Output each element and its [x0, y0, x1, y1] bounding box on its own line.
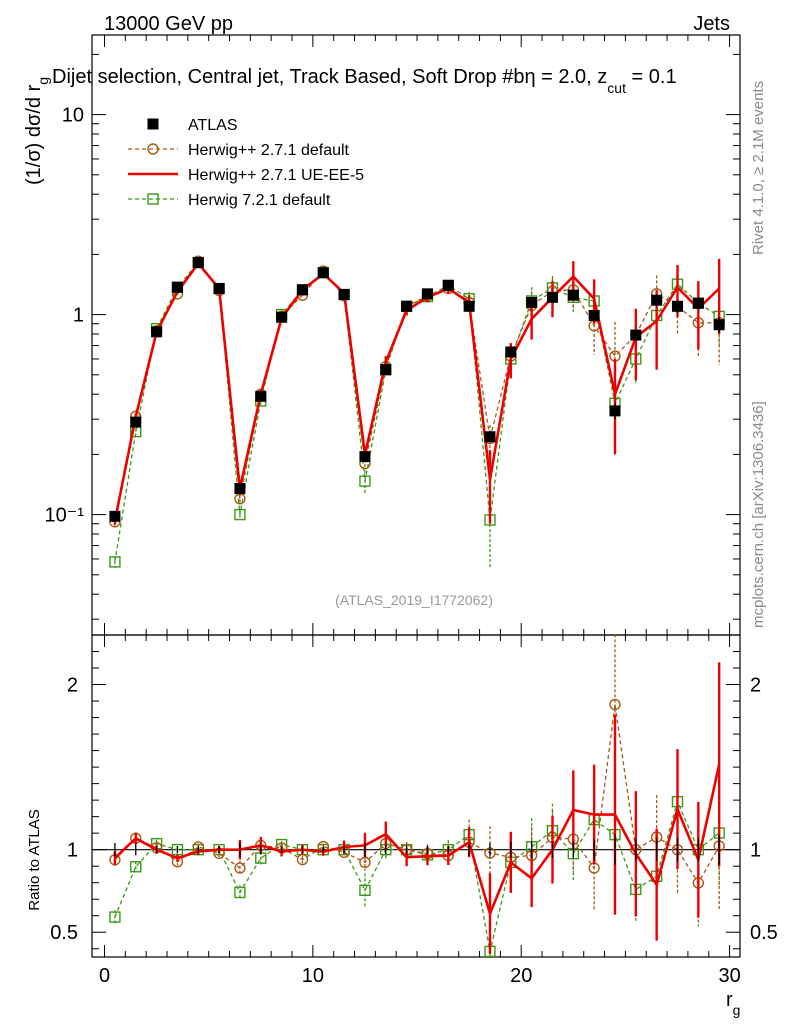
atlas-point	[109, 510, 121, 522]
energy-label: 13000 GeV pp	[104, 13, 233, 35]
herwig-7-2-1-default-ratio-point	[234, 886, 246, 899]
legend-marker-herwig-2-7-1-default	[147, 143, 159, 155]
herwig-2-7-1-ue-ee-5-ratio-line	[114, 764, 721, 918]
atlas-point	[359, 451, 371, 463]
atlas-point	[276, 311, 288, 323]
ratio-axis-label: Ratio to ATLAS	[26, 809, 43, 910]
x-tick-label: 0	[99, 965, 110, 987]
y-tick-label: 10	[62, 105, 84, 127]
atlas-point	[484, 431, 496, 443]
x-tick-label: 20	[510, 965, 532, 987]
herwig-7-2-1-default-ratio-point	[359, 884, 371, 897]
atlas-point	[505, 346, 517, 358]
atlas-point	[151, 326, 163, 338]
process-label: Jets	[693, 13, 730, 35]
atlas-point	[213, 283, 225, 295]
atlas-point	[317, 267, 329, 279]
ratio-tick-label-right: 1	[750, 840, 761, 862]
herwig-2-7-1-default-ratio-line	[114, 704, 720, 885]
mcplots-label: mcplots.cern.ch [arXiv:1306.3436]	[750, 401, 767, 628]
y-tick-label: 10⁻¹	[45, 505, 85, 527]
atlas-point	[192, 257, 204, 269]
legend-label-herwig-2-7-1-default: Herwig++ 2.7.1 default	[188, 142, 350, 159]
rivet-label: Rivet 4.1.0, ≥ 2.1M events	[750, 81, 767, 255]
herwig-2-7-1-default-ratio-point	[609, 698, 621, 711]
legend-label-atlas: ATLAS	[188, 117, 238, 134]
ratio-tick-label-right: 0.5	[750, 922, 778, 944]
ratio-tick-label: 1	[67, 840, 78, 862]
atlas-point	[651, 294, 663, 306]
atlas-point	[588, 309, 600, 321]
atlas-point	[671, 300, 683, 312]
x-axis-label: rg	[726, 989, 740, 1018]
herwig-7-2-1-default-point	[109, 556, 121, 568]
ratio-tick-label: 0.5	[50, 922, 78, 944]
herwig-7-2-1-default-ratio-point	[109, 911, 121, 923]
atlas-point	[442, 279, 454, 291]
y-tick-label: 1	[73, 305, 84, 327]
herwig-2-7-1-default-line	[114, 260, 720, 522]
ratio-frame	[91, 634, 741, 958]
selection-zval: = 0.1	[626, 66, 677, 88]
herwig-7-2-1-default-line	[114, 261, 720, 563]
ratio-tick-label-right: 2	[750, 675, 761, 697]
main-panel: 10⁻¹ 1 10	[45, 34, 741, 957]
atlas-point	[713, 319, 725, 331]
legend-label-herwig-2-7-1-ue-ee-5: Herwig++ 2.7.1 UE-EE-5	[188, 167, 364, 184]
analysis-label: (ATLAS_2019_I1772062)	[335, 592, 493, 608]
ratio-tick-label: 2	[67, 675, 78, 697]
atlas-point	[630, 329, 642, 341]
herwig-2-7-1-default-ratio-point	[234, 862, 246, 874]
atlas-point	[692, 297, 704, 309]
atlas-point	[338, 289, 350, 301]
legend: ATLAS Herwig++ 2.7.1 default Herwig++ 2.7.…	[128, 117, 364, 209]
herwig-7-2-1-default-ratio-point	[130, 861, 142, 873]
x-tick-label: 30	[718, 965, 740, 987]
herwig-7-2-1-default-point	[359, 475, 371, 487]
atlas-point	[130, 416, 142, 428]
x-tick-label: 10	[302, 965, 324, 987]
selection-zsub: cut	[607, 80, 626, 96]
herwig-7-2-1-default-point	[234, 508, 246, 521]
atlas-point	[567, 289, 579, 301]
legend-label-herwig-7-2-1-default: Herwig 7.2.1 default	[188, 192, 331, 209]
atlas-point	[401, 300, 413, 312]
herwig-7-2-1-default-ratio-line	[114, 799, 720, 952]
y-axis-label: (1/σ) dσ/d rg	[23, 77, 51, 185]
atlas-point	[255, 390, 267, 402]
atlas-point	[463, 300, 475, 312]
main-series-group	[109, 255, 725, 569]
atlas-point	[296, 284, 308, 296]
selection-prefix: Dijet selection, Central jet, Track Base…	[52, 66, 524, 88]
atlas-point	[609, 405, 621, 417]
selection-title: Dijet selection, Central jet, Track Base…	[52, 66, 677, 96]
selection-eta: η = 2.0, z	[524, 66, 607, 88]
legend-marker-atlas	[147, 118, 159, 130]
atlas-point	[546, 291, 558, 303]
legend-marker-herwig-7-2-1-default	[147, 193, 159, 205]
atlas-point	[421, 288, 433, 300]
atlas-point	[526, 296, 538, 308]
atlas-point	[171, 281, 183, 293]
ratio-series-group	[109, 635, 725, 957]
ratio-panel: 0 10 20 30 0.5 0.5 1 1 2 2	[50, 634, 778, 987]
atlas-point	[380, 364, 392, 376]
atlas-point	[234, 483, 246, 495]
